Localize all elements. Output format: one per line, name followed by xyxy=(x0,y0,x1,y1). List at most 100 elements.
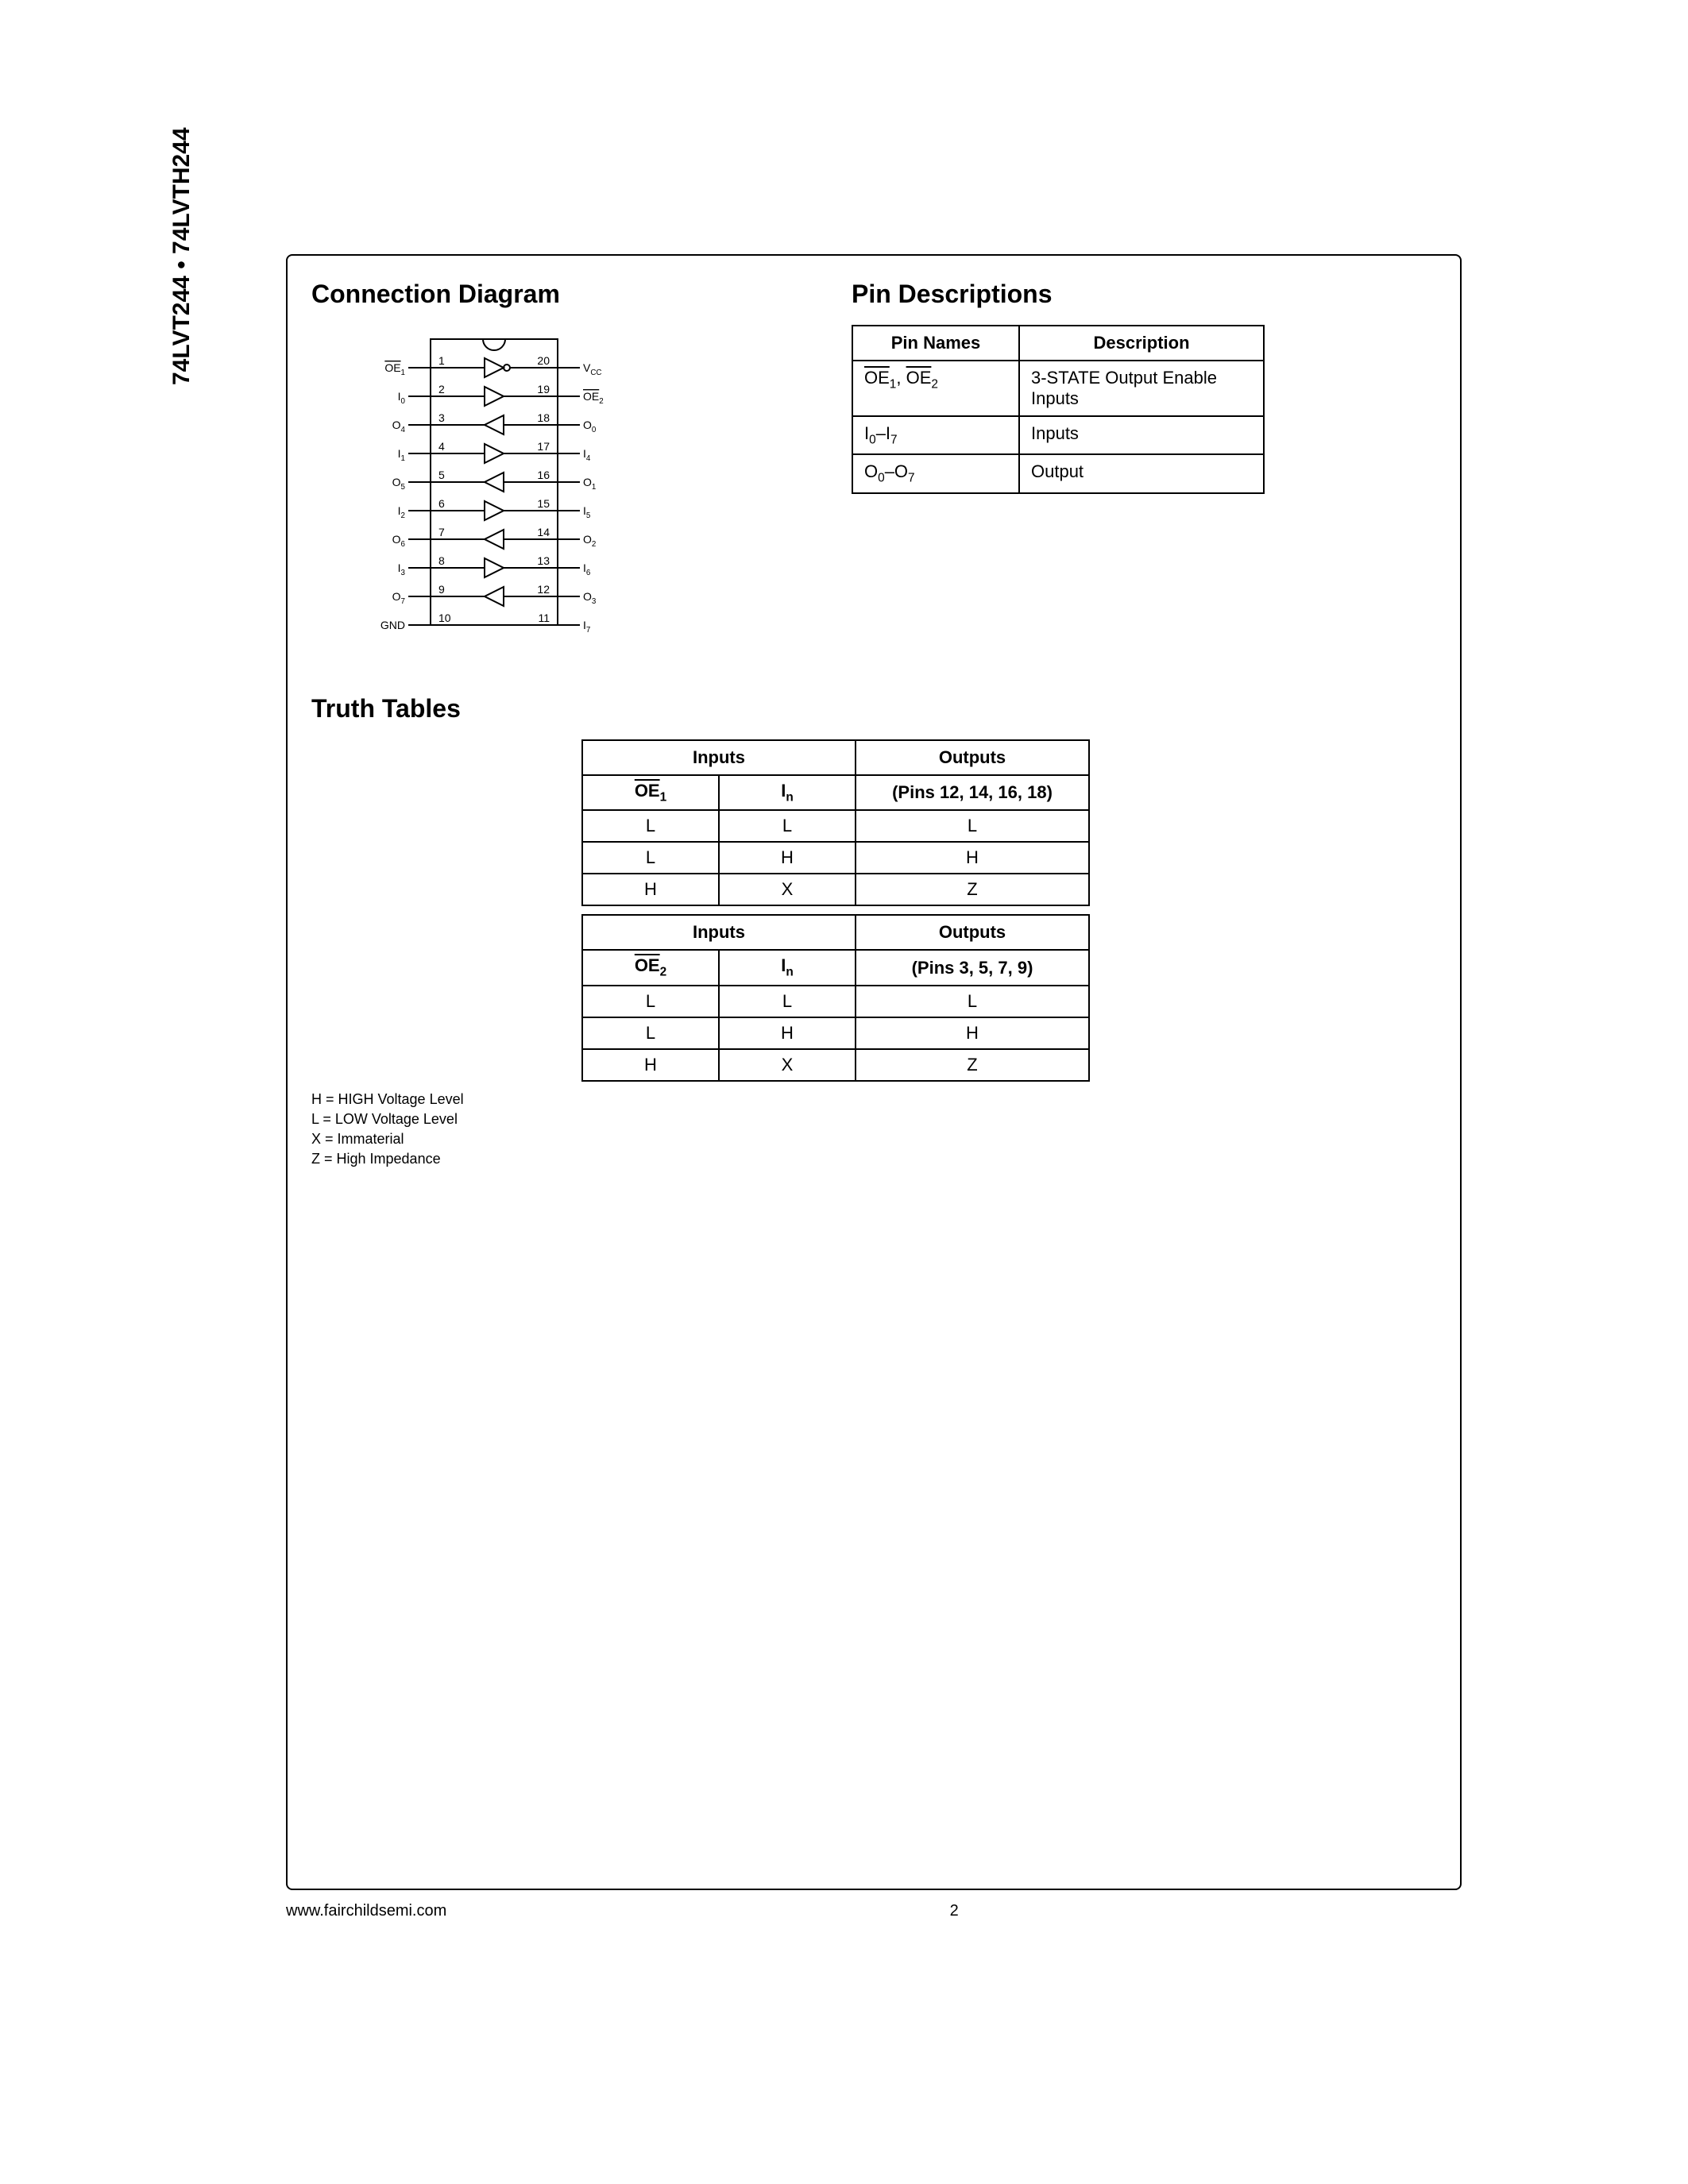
svg-text:O6: O6 xyxy=(392,533,406,549)
legend-line: H = HIGH Voltage Level xyxy=(311,1090,1436,1109)
svg-text:16: 16 xyxy=(537,469,550,481)
svg-text:8: 8 xyxy=(438,554,445,567)
connection-diagram: 1 OE1 2 I0 3 O4 4 I1 5 O5 6 I2 7 O6 8 I3 9 O7 10 GND 20 VCC 19… xyxy=(343,325,677,646)
svg-text:1: 1 xyxy=(438,354,445,367)
svg-text:6: 6 xyxy=(438,497,445,510)
truth-cell: L xyxy=(856,986,1089,1017)
svg-text:I3: I3 xyxy=(398,561,406,577)
page-footer: www.fairchildsemi.com 2 xyxy=(286,1902,1462,1920)
svg-text:19: 19 xyxy=(537,383,550,396)
svg-text:9: 9 xyxy=(438,583,445,596)
pin-desc-cell: Output xyxy=(1019,454,1264,492)
table-row: LLL xyxy=(582,986,1089,1017)
truth-cell: H xyxy=(856,842,1089,874)
svg-text:I4: I4 xyxy=(583,447,591,463)
svg-text:I7: I7 xyxy=(583,619,590,635)
footer-url: www.fairchildsemi.com xyxy=(286,1902,446,1920)
outputs-header: Outputs xyxy=(856,740,1089,775)
pin-table-header-desc: Description xyxy=(1019,326,1264,361)
table-row: LHH xyxy=(582,1017,1089,1049)
truth-cell: H xyxy=(582,1049,719,1081)
svg-text:17: 17 xyxy=(537,440,550,453)
inputs-header: Inputs xyxy=(582,915,856,950)
svg-text:10: 10 xyxy=(438,612,451,624)
outputs-header: Outputs xyxy=(856,915,1089,950)
svg-text:I1: I1 xyxy=(398,447,405,463)
svg-text:5: 5 xyxy=(438,469,445,481)
pin-descriptions-table: Pin Names Description OE1, OE23-STATE Ou… xyxy=(852,325,1265,494)
svg-text:2: 2 xyxy=(438,383,445,396)
truth-cell: L xyxy=(719,810,856,842)
svg-text:I6: I6 xyxy=(583,561,591,577)
truth-table: InputsOutputsOE2In(Pins 3, 5, 7, 9)LLLLH… xyxy=(581,914,1090,1081)
table-row: I0–I7Inputs xyxy=(852,416,1264,454)
pin-descriptions-heading: Pin Descriptions xyxy=(852,280,1436,309)
svg-text:12: 12 xyxy=(537,583,550,596)
svg-text:I5: I5 xyxy=(583,504,591,520)
svg-text:I0: I0 xyxy=(398,390,406,406)
legend-line: X = Immaterial xyxy=(311,1129,1436,1149)
svg-text:GND: GND xyxy=(380,619,405,631)
table-row: HXZ xyxy=(582,1049,1089,1081)
svg-text:7: 7 xyxy=(438,526,445,538)
side-part-number: 74LVT244 • 74LVTH244 xyxy=(168,127,195,385)
svg-text:OE2: OE2 xyxy=(583,390,604,406)
truth-cell: Z xyxy=(856,874,1089,905)
truth-cell: L xyxy=(582,1017,719,1049)
table-row: HXZ xyxy=(582,874,1089,905)
svg-text:O7: O7 xyxy=(392,590,405,606)
truth-cell: H xyxy=(856,1017,1089,1049)
table-row: LHH xyxy=(582,842,1089,874)
table-row: OE1, OE23-STATE Output Enable Inputs xyxy=(852,361,1264,416)
svg-text:15: 15 xyxy=(537,497,550,510)
pin-table-header-names: Pin Names xyxy=(852,326,1019,361)
svg-text:4: 4 xyxy=(438,440,445,453)
svg-text:O4: O4 xyxy=(392,419,406,434)
truth-cell: L xyxy=(582,842,719,874)
truth-cell: Z xyxy=(856,1049,1089,1081)
svg-text:O2: O2 xyxy=(583,533,596,549)
svg-text:18: 18 xyxy=(537,411,550,424)
truth-cell: X xyxy=(719,874,856,905)
svg-text:O3: O3 xyxy=(583,590,597,606)
svg-text:O1: O1 xyxy=(583,476,596,492)
pin-desc-cell: 3-STATE Output Enable Inputs xyxy=(1019,361,1264,416)
svg-text:3: 3 xyxy=(438,411,445,424)
truth-cell: L xyxy=(582,986,719,1017)
truth-cell: H xyxy=(719,842,856,874)
col-in: In xyxy=(719,775,856,810)
svg-text:VCC: VCC xyxy=(583,361,602,377)
svg-text:O5: O5 xyxy=(392,476,406,492)
col-out: (Pins 3, 5, 7, 9) xyxy=(856,950,1089,985)
connection-diagram-heading: Connection Diagram xyxy=(311,280,677,309)
truth-tables-heading: Truth Tables xyxy=(311,694,1436,723)
col-out: (Pins 12, 14, 16, 18) xyxy=(856,775,1089,810)
truth-table: InputsOutputsOE1In(Pins 12, 14, 16, 18)L… xyxy=(581,739,1090,906)
inputs-header: Inputs xyxy=(582,740,856,775)
truth-cell: H xyxy=(719,1017,856,1049)
content-frame: Connection Diagram 1 OE1 2 I0 3 O4 4 I1 5 O5 6 I2 7 O… xyxy=(286,254,1462,1890)
table-row: O0–O7Output xyxy=(852,454,1264,492)
svg-text:I2: I2 xyxy=(398,504,405,520)
truth-cell: L xyxy=(719,986,856,1017)
pin-name-cell: OE1, OE2 xyxy=(852,361,1019,416)
legend-line: L = LOW Voltage Level xyxy=(311,1109,1436,1129)
svg-text:14: 14 xyxy=(537,526,550,538)
truth-cell: X xyxy=(719,1049,856,1081)
pin-name-cell: I0–I7 xyxy=(852,416,1019,454)
col-oe: OE2 xyxy=(582,950,719,985)
svg-text:13: 13 xyxy=(537,554,550,567)
pin-name-cell: O0–O7 xyxy=(852,454,1019,492)
svg-text:O0: O0 xyxy=(583,419,597,434)
truth-cell: L xyxy=(856,810,1089,842)
footer-page-number: 2 xyxy=(950,1902,959,1920)
truth-cell: L xyxy=(582,810,719,842)
truth-cell: H xyxy=(582,874,719,905)
table-row: LLL xyxy=(582,810,1089,842)
legend-line: Z = High Impedance xyxy=(311,1149,1436,1169)
svg-text:20: 20 xyxy=(537,354,550,367)
svg-text:OE1: OE1 xyxy=(384,361,405,377)
svg-text:11: 11 xyxy=(538,612,550,624)
pin-desc-cell: Inputs xyxy=(1019,416,1264,454)
col-oe: OE1 xyxy=(582,775,719,810)
